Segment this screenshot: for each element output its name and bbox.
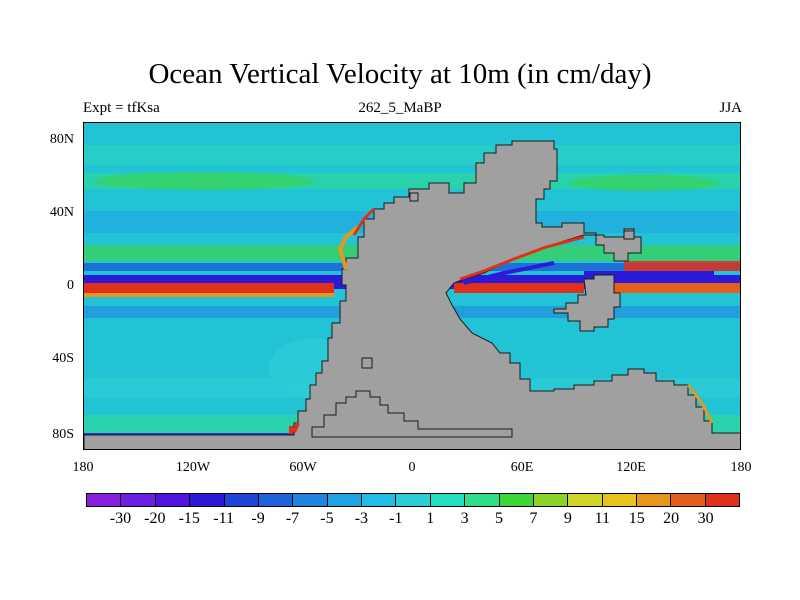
lat-label-80s: 80S xyxy=(52,427,74,442)
legend-label: -11 xyxy=(213,510,235,527)
legend-label: -5 xyxy=(320,510,334,527)
lat-label-40s: 40S xyxy=(52,351,74,366)
landmass-antarctic-shelf xyxy=(311,390,513,438)
map-title: Ocean Vertical Velocity at 10m (in cm/da… xyxy=(148,58,652,90)
lon-label-60e: 60E xyxy=(510,460,534,475)
legend-swatch xyxy=(568,494,603,506)
legend-label: 7 xyxy=(529,510,538,527)
band-north-subpolar xyxy=(84,145,740,165)
time-label: 262_5_MaBP xyxy=(358,100,442,116)
legend-swatch xyxy=(671,494,706,506)
island xyxy=(623,230,635,240)
map-panel xyxy=(83,122,741,450)
lat-label-40n: 40N xyxy=(49,205,74,220)
legend-swatch xyxy=(327,494,362,506)
coastal-upwelling-strip xyxy=(624,261,740,271)
coastal-upwelling-edge xyxy=(459,235,585,281)
legend-swatch xyxy=(499,494,534,506)
season-label: JJA xyxy=(719,100,742,116)
legend-label: -15 xyxy=(178,510,200,527)
equatorial-upwelling-strip-west xyxy=(84,283,334,293)
island xyxy=(361,357,373,369)
legend-swatch xyxy=(362,494,397,506)
legend-swatch xyxy=(396,494,431,506)
equatorial-upwelling-strip-east xyxy=(454,283,584,293)
upwelling-patch xyxy=(94,172,314,190)
coastal-upwelling-edge xyxy=(292,422,300,433)
legend-label: -7 xyxy=(285,510,300,527)
legend-swatch xyxy=(465,494,500,506)
legend-label: 20 xyxy=(663,510,680,527)
legend-label: -1 xyxy=(389,510,403,527)
lon-label-180e: 180 xyxy=(730,460,752,475)
legend-swatch xyxy=(190,494,225,506)
legend-swatch xyxy=(87,494,122,506)
upwelling-patch xyxy=(569,175,719,191)
coastal-downwelling-edge xyxy=(463,261,555,285)
coastal-upwelling-edge xyxy=(352,207,376,236)
coastal-upwelling-edge xyxy=(686,384,714,424)
legend-label: 11 xyxy=(594,510,611,527)
equatorial-upwelling-fringe xyxy=(84,293,334,297)
legend-swatch xyxy=(533,494,569,506)
legend-label: -9 xyxy=(251,510,265,527)
lat-label-0: 0 xyxy=(67,278,74,293)
legend-label: -20 xyxy=(144,510,166,527)
legend-label: -30 xyxy=(109,510,132,527)
legend-swatch xyxy=(224,494,259,506)
legend-swatch xyxy=(430,494,466,506)
legend-label: 3 xyxy=(460,510,469,527)
legend-label: 1 xyxy=(426,510,435,527)
lon-label-180w: 180 xyxy=(72,460,94,475)
legend-swatch xyxy=(705,494,740,506)
legend-label: 9 xyxy=(563,510,572,527)
legend-swatch xyxy=(602,494,637,506)
equatorial-upwelling-strip-far-east xyxy=(614,283,740,293)
landmass-east-island xyxy=(553,274,621,332)
color-legend xyxy=(86,493,740,507)
lon-label-0: 0 xyxy=(408,460,416,475)
legend-label: 30 xyxy=(697,510,714,527)
legend-swatch xyxy=(293,494,328,506)
legend-swatch xyxy=(637,494,672,506)
legend-swatch xyxy=(258,494,294,506)
legend-swatch xyxy=(155,494,191,506)
coastal-upwelling-edge xyxy=(337,225,360,270)
legend-swatch xyxy=(121,494,156,506)
island xyxy=(409,192,419,202)
lon-label-120w: 120W xyxy=(175,460,211,475)
legend-label: -3 xyxy=(354,510,369,527)
velocity-field xyxy=(84,123,740,449)
lat-label-80n: 80N xyxy=(49,132,74,147)
equatorial-downwelling-strip xyxy=(584,271,714,277)
legend-label: 15 xyxy=(628,510,645,527)
lon-label-120e: 120E xyxy=(616,460,646,475)
lon-label-60w: 60W xyxy=(289,460,317,475)
legend-label: 5 xyxy=(495,510,504,527)
experiment-label: Expt = tfKsa xyxy=(83,100,160,116)
